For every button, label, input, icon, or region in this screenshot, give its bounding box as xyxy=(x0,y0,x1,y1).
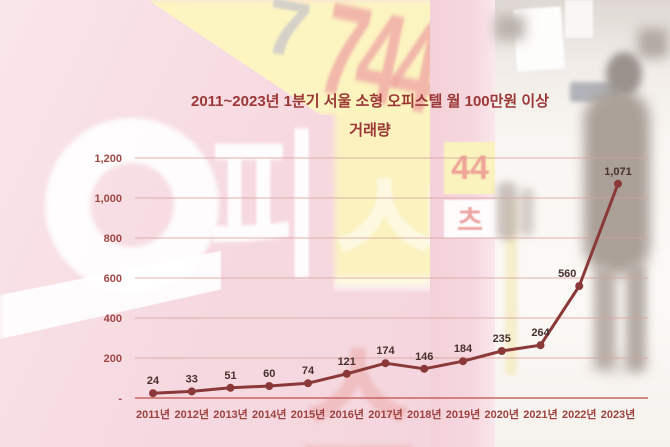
y-tick-label: 200 xyxy=(104,353,122,365)
data-point xyxy=(420,364,429,373)
data-value-label: 235 xyxy=(493,333,511,345)
data-value-label: 146 xyxy=(415,351,433,363)
data-point xyxy=(459,357,467,366)
ceiling-shadow xyxy=(495,15,525,40)
data-value-label: 33 xyxy=(186,373,198,385)
data-point xyxy=(265,382,274,390)
sign-cheu-text: 츠 xyxy=(457,205,483,236)
x-tick-label: 2018년 xyxy=(407,407,442,421)
chart-title-line1: 2011~2023년 1분기 서울 소형 오피스텔 월 100만원 이상 xyxy=(190,93,549,110)
chart-title: 2011~2023년 1분기 서울 소형 오피스텔 월 100만원 이상 거래량 xyxy=(100,92,640,141)
wall-letter-pi: 피 xyxy=(208,118,323,297)
hanging-sign2-icon xyxy=(565,0,593,38)
data-value-label: 264 xyxy=(531,327,550,339)
sign-44: 44 xyxy=(444,142,496,194)
data-point xyxy=(536,341,545,350)
pedestrian-head xyxy=(606,52,642,96)
data-value-label: 121 xyxy=(338,356,356,368)
data-value-label: 24 xyxy=(147,375,160,387)
data-value-label: 60 xyxy=(263,368,275,380)
data-point xyxy=(226,383,235,392)
x-tick-label: 2017년 xyxy=(368,407,403,421)
ceiling-shadow2 xyxy=(638,28,668,58)
chart-title-line2: 거래량 xyxy=(349,122,391,139)
pedestrian-far-1 xyxy=(497,182,517,240)
pedestrian-far-2 xyxy=(519,188,534,236)
data-point xyxy=(304,379,312,388)
door-edge-strip xyxy=(505,200,517,375)
x-tick-label: 2016년 xyxy=(329,407,364,421)
y-tick-label: - xyxy=(118,393,122,405)
data-point xyxy=(342,369,351,378)
y-tick-label: 1,200 xyxy=(94,153,122,165)
x-tick-label: 2013년 xyxy=(213,407,248,421)
data-point xyxy=(497,347,506,355)
data-point xyxy=(381,359,390,368)
sign-cheu: 츠 xyxy=(444,200,496,238)
data-point xyxy=(614,179,622,188)
data-value-label: 174 xyxy=(376,345,395,357)
data-value-label: 184 xyxy=(454,343,473,355)
x-tick-label: 2015년 xyxy=(291,407,326,421)
y-tick-label: 600 xyxy=(104,273,122,285)
wall-letter-seu: 스 xyxy=(330,159,441,327)
data-value-label: 560 xyxy=(558,268,576,280)
data-value-label: 51 xyxy=(224,370,236,382)
x-tick-label: 2022년 xyxy=(562,407,597,421)
x-tick-label: 2020년 xyxy=(484,407,519,421)
y-tick-label: 1,000 xyxy=(94,193,122,205)
x-tick-label: 2011년 xyxy=(136,407,170,421)
data-value-label: 1,071 xyxy=(604,166,632,178)
data-value-label: 74 xyxy=(302,365,315,377)
x-tick-label: 2019년 xyxy=(446,407,481,421)
y-tick-label: 800 xyxy=(104,233,122,245)
x-tick-label: 2021년 xyxy=(523,407,558,421)
x-tick-label: 2012년 xyxy=(174,407,209,421)
wall-red-letter: 스 xyxy=(300,329,418,447)
pedestrian-leg-right xyxy=(626,262,646,372)
sign-44-text: 44 xyxy=(451,148,489,187)
data-point xyxy=(575,282,584,290)
x-tick-label: 2023년 xyxy=(601,407,636,421)
yellow-sign-strip xyxy=(335,60,435,285)
y-tick-label: 400 xyxy=(104,313,122,325)
x-tick-label: 2014년 xyxy=(252,407,287,421)
data-point xyxy=(187,387,196,396)
data-point xyxy=(149,389,157,398)
